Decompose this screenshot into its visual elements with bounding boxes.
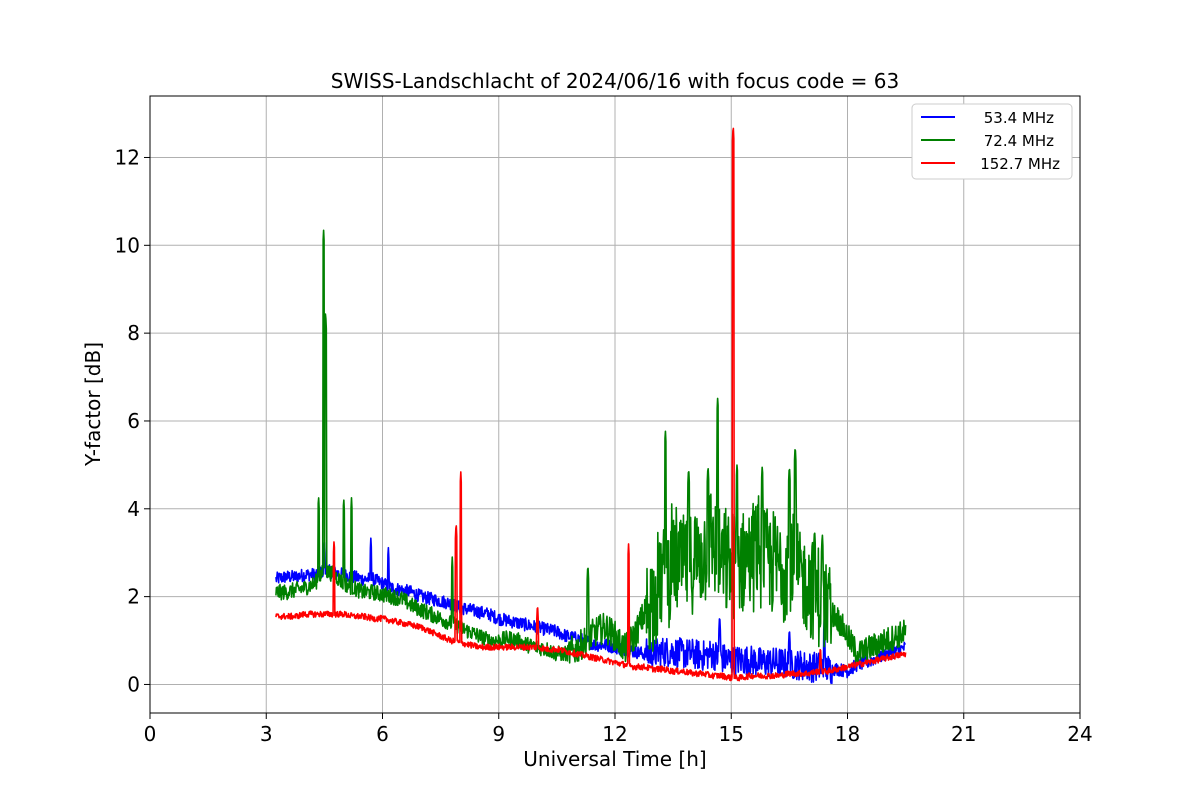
y-tick-label: 12: [115, 145, 140, 169]
y-tick-label: 6: [127, 409, 140, 433]
y-axis-ticks: 0 2 4 6 8 10 12: [115, 145, 150, 696]
y-tick-label: 10: [115, 233, 140, 257]
chart-title: SWISS-Landschlacht of 2024/06/16 with fo…: [331, 69, 899, 93]
x-tick-label: 15: [719, 722, 744, 746]
y-tick-label: 0: [127, 672, 140, 696]
series-lines: [275, 127, 907, 685]
legend-label-series-1: 53.4 MHz: [984, 109, 1054, 127]
y-axis-label: Y-factor [dB]: [81, 342, 105, 467]
series-line-3: [275, 127, 907, 682]
legend: 53.4 MHz 72.4 MHz 152.7 MHz: [911, 103, 1073, 180]
y-tick-label: 8: [127, 321, 140, 345]
legend-box: [911, 103, 1073, 180]
x-tick-label: 3: [260, 722, 273, 746]
y-tick-label: 2: [127, 585, 140, 609]
x-tick-label: 18: [835, 722, 860, 746]
x-tick-label: 24: [1067, 722, 1092, 746]
x-tick-label: 6: [376, 722, 389, 746]
legend-label-series-3: 152.7 MHz: [980, 155, 1060, 173]
x-axis-label: Universal Time [h]: [523, 747, 706, 771]
series-line-1: [275, 537, 907, 685]
x-tick-label: 9: [492, 722, 505, 746]
x-tick-label: 0: [144, 722, 157, 746]
x-tick-label: 12: [602, 722, 627, 746]
y-tick-label: 4: [127, 497, 140, 521]
x-axis-ticks: 0 3 6 9 12 15 18 21 24: [144, 713, 1093, 746]
series-line-2: [275, 229, 907, 665]
x-tick-label: 21: [951, 722, 976, 746]
legend-label-series-2: 72.4 MHz: [984, 132, 1054, 150]
